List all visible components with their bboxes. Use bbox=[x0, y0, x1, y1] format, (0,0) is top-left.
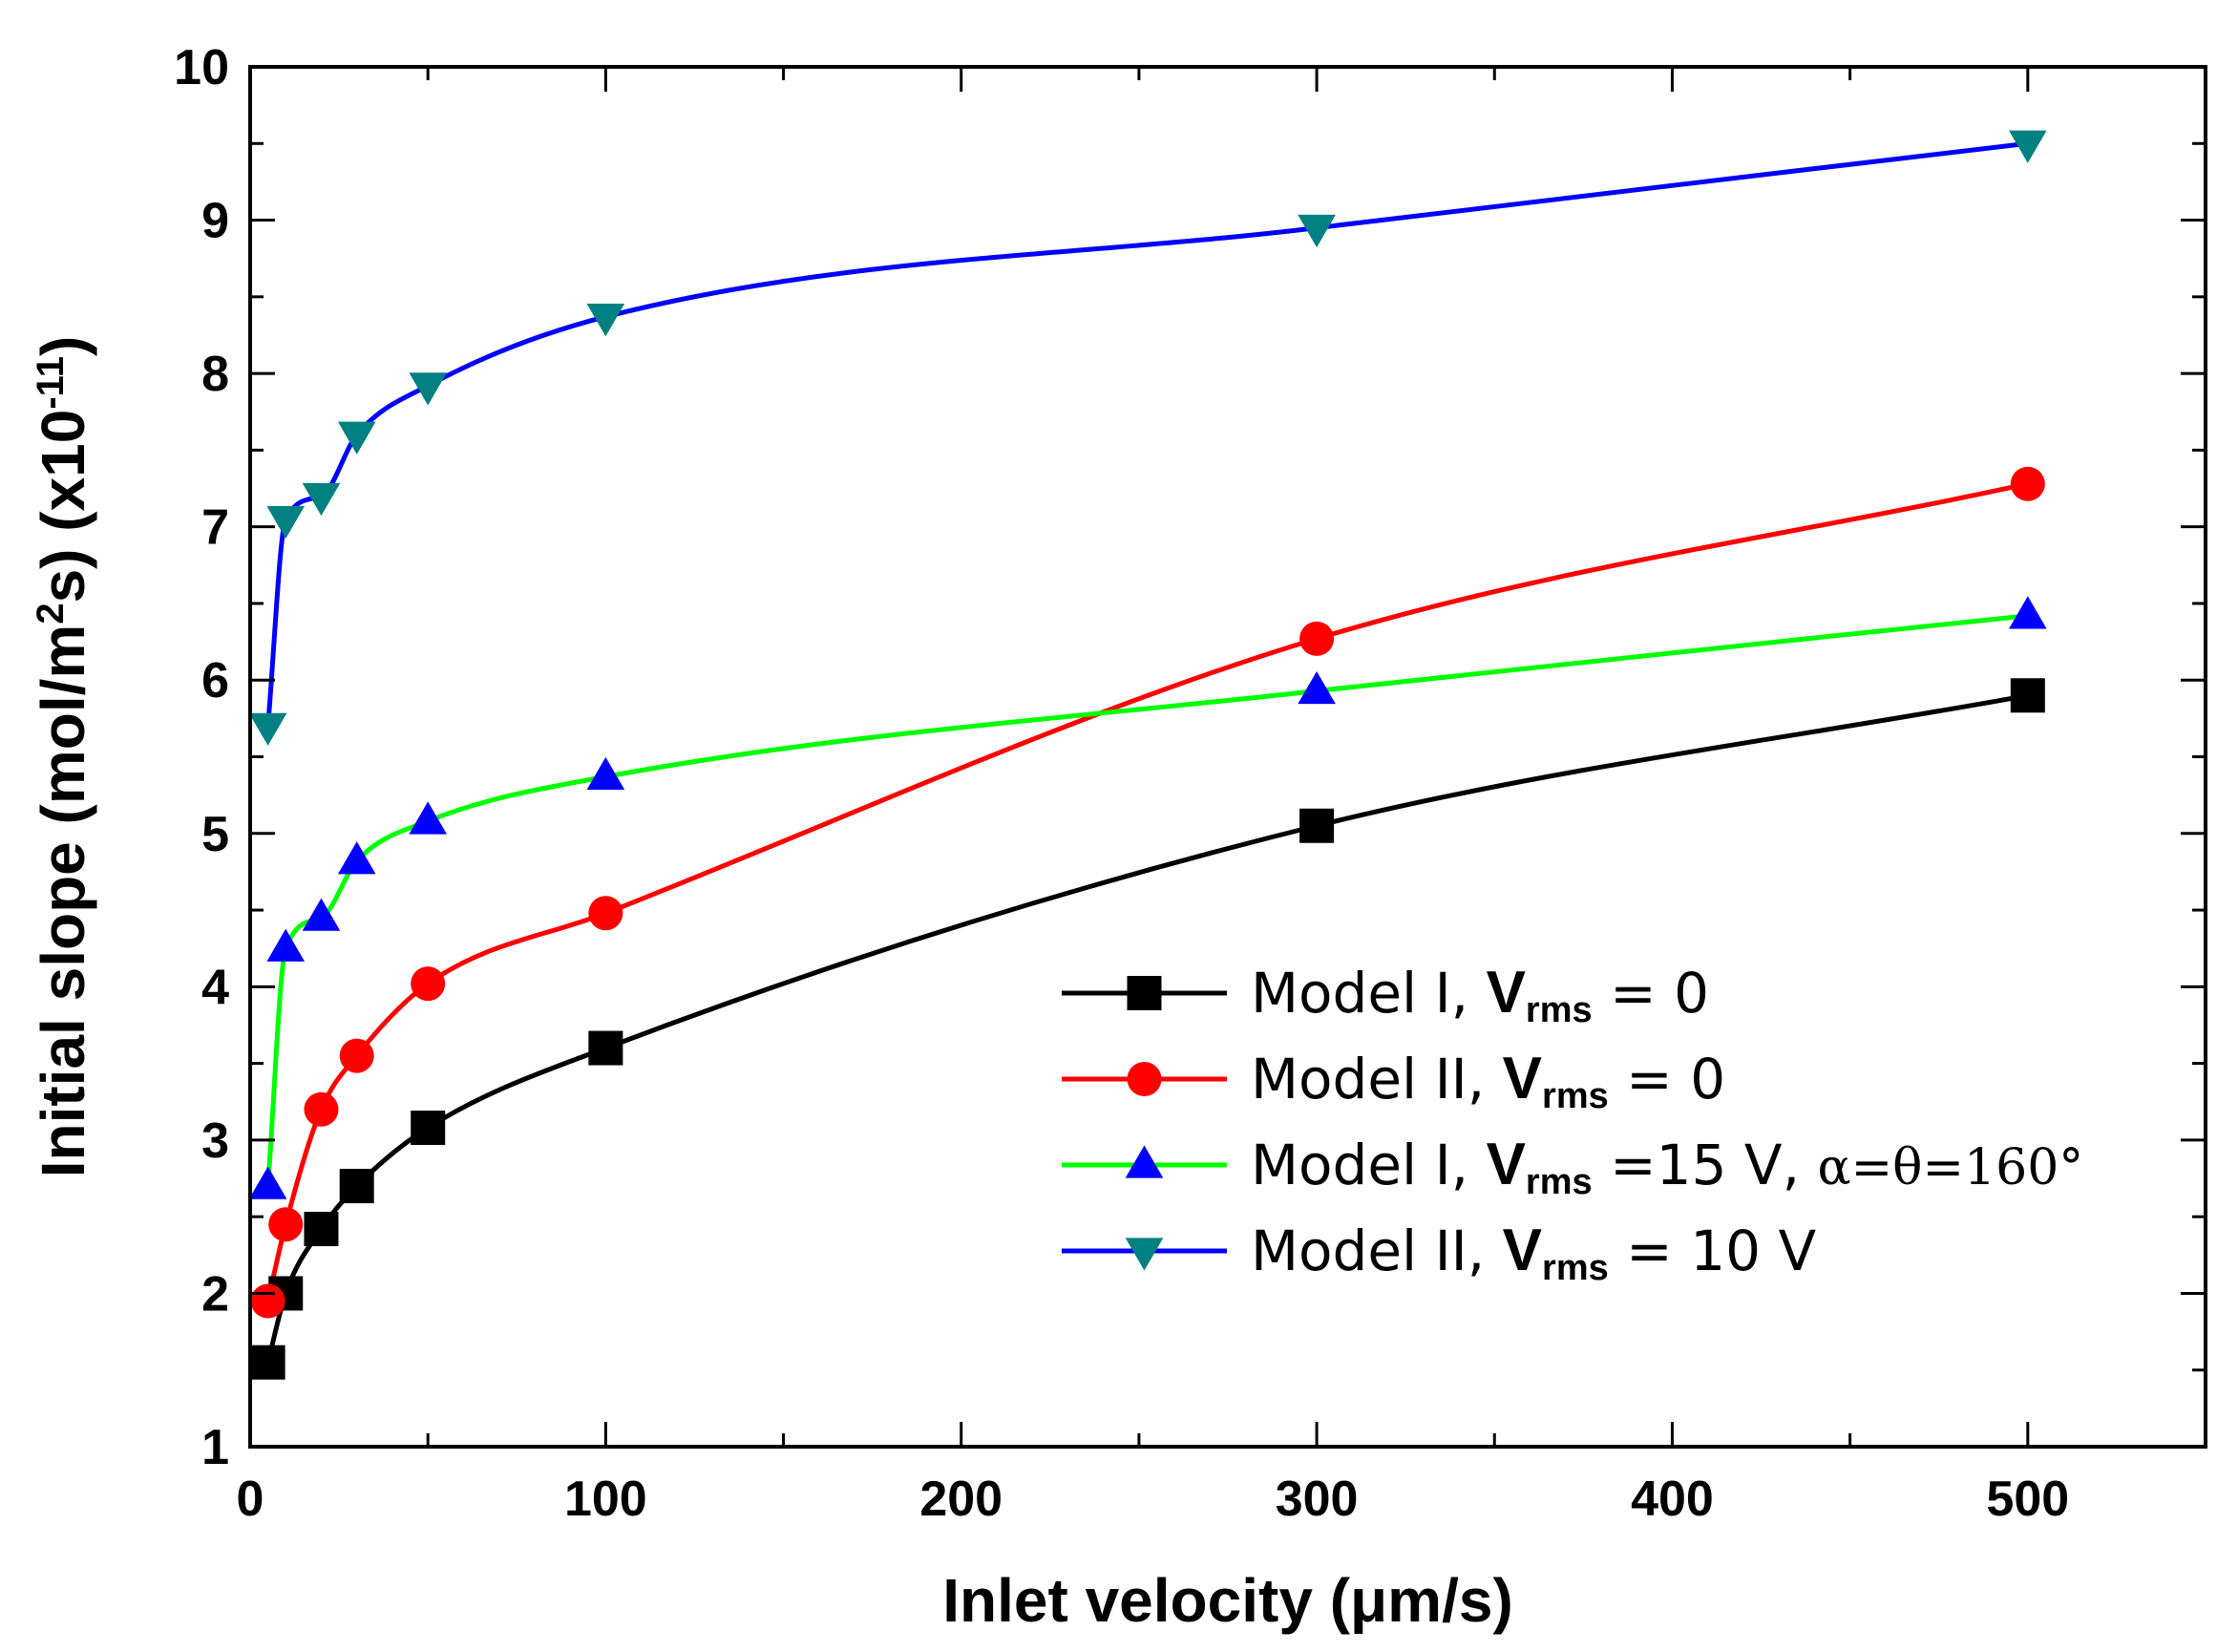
series-2-point bbox=[304, 1091, 339, 1127]
series-1-point bbox=[2010, 678, 2045, 713]
y-tick-label: 7 bbox=[201, 500, 229, 556]
y-tick-label: 2 bbox=[201, 1266, 229, 1322]
series-3-point bbox=[337, 841, 376, 875]
series-markers bbox=[248, 130, 2047, 1380]
x-tick-label: 400 bbox=[1631, 1472, 1714, 1527]
y-axis-title-sup1: 2 bbox=[30, 603, 72, 624]
series-4-point bbox=[409, 372, 447, 406]
series-4-point bbox=[248, 712, 287, 746]
legend-label-2: Model II, Vrms = 0 bbox=[1251, 1046, 1725, 1116]
x-tick-label: 100 bbox=[564, 1472, 647, 1527]
x-tick-label: 0 bbox=[237, 1472, 264, 1527]
series-line-4 bbox=[265, 140, 2029, 727]
legend-marker-4 bbox=[1125, 1238, 1164, 1271]
series-2-point bbox=[339, 1038, 374, 1073]
series-3-point bbox=[1298, 670, 1336, 705]
series-4-point bbox=[586, 304, 625, 337]
legend-label-4: Model II, Vrms = 10 V bbox=[1251, 1218, 1816, 1288]
series-2-point bbox=[411, 966, 446, 1002]
series-1-point bbox=[588, 1030, 623, 1066]
series-2-point bbox=[250, 1283, 285, 1319]
legend-marker-3 bbox=[1125, 1145, 1164, 1178]
series-3-point bbox=[248, 1166, 287, 1199]
series-3-point bbox=[266, 928, 306, 962]
series-line-2 bbox=[265, 481, 2029, 1303]
y-tick-label: 8 bbox=[201, 347, 229, 402]
series-1-point bbox=[250, 1345, 285, 1380]
y-tick-label: 1 bbox=[201, 1420, 229, 1475]
series-4-point bbox=[1298, 214, 1336, 248]
x-tick-label: 300 bbox=[1276, 1472, 1359, 1527]
series-4-point bbox=[266, 505, 306, 540]
y-axis-title-sup2: -11 bbox=[30, 356, 72, 410]
legend-marker-2 bbox=[1127, 1062, 1162, 1096]
y-tick-label: 9 bbox=[201, 194, 229, 249]
series-3-point bbox=[586, 756, 625, 791]
legend-label-3: Model I, Vrms =15 V, α=θ=160° bbox=[1251, 1132, 2083, 1202]
series-2-point bbox=[1299, 621, 1335, 656]
legend: Model I, Vrms = 0 Model II, Vrms = 0 Model… bbox=[1062, 960, 2083, 1288]
series-1-point bbox=[411, 1111, 446, 1146]
y-tick-label: 4 bbox=[201, 960, 229, 1015]
series-3-point bbox=[409, 801, 447, 835]
y-tick-label: 5 bbox=[201, 807, 229, 862]
plot-frame bbox=[248, 65, 2207, 1449]
series-2-point bbox=[2010, 466, 2045, 501]
series-1-point bbox=[304, 1212, 339, 1247]
x-tick-label: 200 bbox=[919, 1472, 1003, 1527]
series-2-point bbox=[268, 1207, 304, 1242]
y-axis-title-end: ) bbox=[29, 336, 97, 356]
y-axis-title-main: Initial slope (mol/m bbox=[29, 625, 97, 1178]
series-3-point bbox=[2009, 596, 2047, 629]
series-2-point bbox=[588, 896, 623, 931]
y-tick-label: 6 bbox=[201, 653, 229, 709]
y-axis-title: Initial slope (mol/m2s) (x10-11) bbox=[29, 336, 97, 1178]
series-1-point bbox=[1299, 808, 1335, 843]
series-4-point bbox=[2009, 130, 2047, 163]
axis-tick-labels: 0 100 200 300 400 500 1 2 3 4 5 6 7 8 9 10 bbox=[174, 40, 2069, 1527]
series-1-point bbox=[339, 1169, 374, 1204]
y-axis-title-mid: s) (x10 bbox=[29, 410, 97, 604]
y-tick-label: 10 bbox=[174, 40, 229, 95]
series-4-point bbox=[337, 421, 376, 455]
legend-label-1: Model I, Vrms = 0 bbox=[1251, 960, 1709, 1030]
series-4-point bbox=[302, 482, 341, 517]
x-axis-title: Inlet velocity (μm/s) bbox=[942, 1566, 1513, 1635]
series-line-3 bbox=[265, 613, 2029, 1187]
y-tick-label: 3 bbox=[201, 1113, 229, 1169]
legend-marker-1 bbox=[1127, 976, 1162, 1010]
x-tick-label: 500 bbox=[1986, 1472, 2069, 1527]
series-3-point bbox=[302, 898, 341, 931]
axis-ticks bbox=[248, 65, 2207, 1449]
